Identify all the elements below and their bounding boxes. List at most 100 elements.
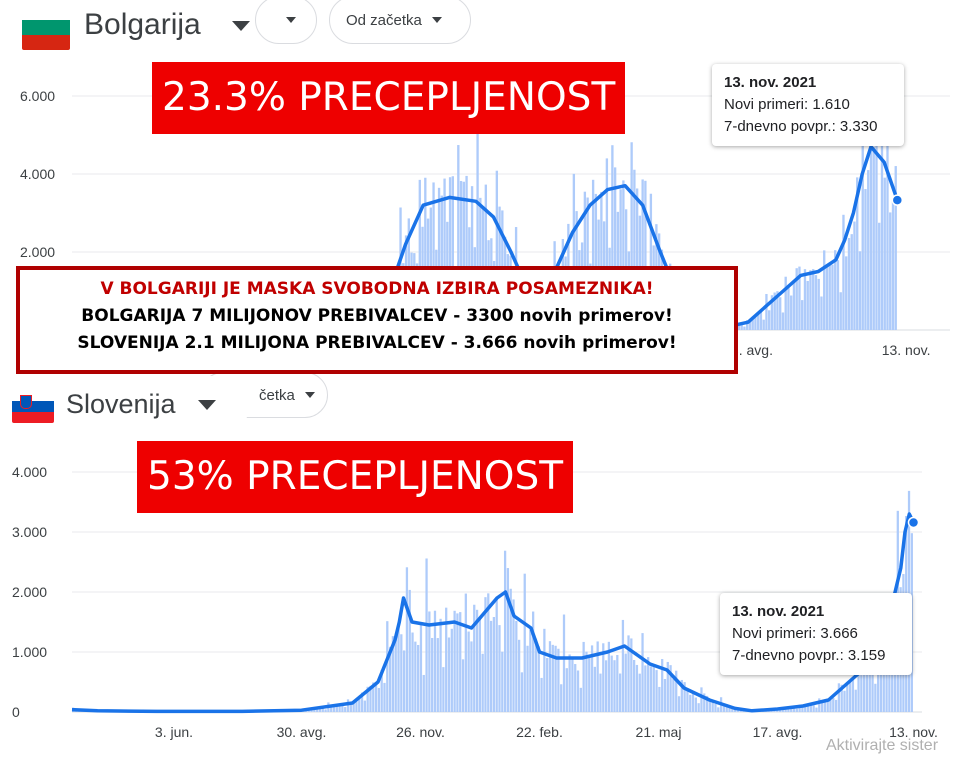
daily-bar: [616, 655, 619, 712]
daily-bar: [860, 675, 863, 712]
slovenia-flag: [12, 390, 54, 423]
daily-bar: [503, 550, 507, 712]
daily-bar: [840, 684, 843, 712]
daily-bar: [408, 589, 411, 712]
daily-bar: [436, 638, 439, 712]
daily-bar: [571, 658, 574, 712]
bulgaria-range-dropdown[interactable]: Od začetka: [329, 0, 471, 44]
bulgaria-vaccination-banner: 23.3% PRECEPLJENOST: [152, 62, 626, 134]
daily-bar: [464, 593, 467, 712]
seven-day-average-line: [72, 144, 899, 332]
x-tick-label: 22. feb.: [516, 724, 563, 740]
daily-bar: [863, 669, 866, 712]
daily-bar: [523, 573, 526, 712]
daily-bar: [795, 708, 798, 712]
daily-bar: [649, 666, 653, 712]
daily-bar: [346, 699, 350, 712]
daily-bar: [722, 704, 726, 712]
daily-bar: [440, 195, 443, 330]
bulgaria-country-chevron-down-icon[interactable]: [232, 21, 250, 31]
daily-bar: [459, 180, 463, 330]
daily-bar: [352, 702, 355, 712]
daily-bar: [853, 221, 856, 330]
daily-bar: [479, 197, 482, 330]
daily-bar: [864, 189, 867, 330]
daily-bar: [419, 622, 423, 712]
daily-bar: [619, 189, 622, 330]
notice-line-slovenia: SLOVENIJA 2.1 MILIJONA PREBIVALCEV - 3.6…: [77, 333, 677, 353]
daily-bar: [442, 667, 445, 712]
daily-bar: [450, 628, 453, 712]
daily-bar: [624, 653, 627, 712]
daily-bar: [894, 166, 897, 330]
y-tick-label: 3.000: [12, 524, 47, 540]
daily-bar: [397, 627, 400, 712]
daily-bar: [776, 710, 779, 712]
daily-bar: [652, 666, 655, 712]
daily-bar: [733, 708, 737, 712]
daily-bar: [475, 609, 479, 712]
daily-bar: [889, 212, 892, 330]
daily-bar: [459, 612, 462, 712]
daily-bar: [871, 670, 874, 712]
daily-bar: [798, 266, 801, 330]
daily-bar: [424, 177, 427, 330]
daily-bar: [865, 663, 869, 712]
daily-bar: [583, 191, 587, 330]
daily-bar: [456, 613, 459, 712]
daily-bar: [708, 698, 712, 712]
daily-bar: [746, 320, 749, 330]
daily-bar: [487, 593, 490, 712]
daily-bar: [515, 620, 518, 712]
daily-bar: [861, 126, 864, 330]
daily-bar: [817, 278, 820, 330]
x-tick-label: 13. nov.: [889, 724, 938, 740]
daily-bar: [621, 619, 625, 712]
daily-bar: [594, 193, 598, 330]
daily-bar: [548, 641, 552, 712]
daily-bar: [588, 654, 591, 712]
daily-bar: [330, 707, 333, 712]
daily-bar: [551, 644, 554, 712]
bulgaria-range-label: Od začetka: [346, 11, 422, 29]
daily-bar: [418, 179, 421, 330]
daily-bar: [658, 686, 661, 712]
daily-bar: [705, 695, 709, 712]
daily-bar: [825, 266, 829, 330]
daily-bar: [445, 607, 448, 712]
daily-bar: [683, 682, 686, 712]
daily-bar: [520, 672, 524, 712]
daily-bar: [537, 646, 540, 712]
daily-bar: [743, 326, 746, 330]
slovenia-vaccination-banner: 53% PRECEPLJENOST: [137, 441, 574, 513]
bulgaria-country-label[interactable]: Bolgarija: [84, 8, 201, 41]
daily-bar: [725, 704, 728, 712]
daily-bar: [839, 292, 842, 330]
daily-bar: [731, 708, 734, 712]
daily-bar: [433, 610, 437, 712]
slovenia-country-chevron-down-icon[interactable]: [198, 400, 216, 410]
daily-bar: [880, 96, 884, 330]
daily-bar: [795, 268, 798, 330]
daily-bar: [635, 664, 639, 712]
daily-bar: [836, 260, 840, 330]
daily-bar: [787, 708, 790, 712]
daily-bar: [703, 693, 706, 712]
range-chevron-down-icon: [431, 17, 442, 23]
x-tick-label: 21. maj: [636, 724, 682, 740]
daily-bar: [850, 234, 853, 330]
y-tick-label: 4.000: [12, 464, 47, 480]
daily-bar: [691, 693, 695, 712]
slovenia-country-label[interactable]: Slovenija: [66, 389, 176, 419]
daily-bar: [641, 633, 644, 712]
daily-bar: [417, 644, 420, 712]
daily-bar: [546, 658, 549, 712]
daily-bar: [582, 641, 585, 712]
daily-bar: [857, 658, 860, 712]
daily-bar: [790, 708, 793, 712]
daily-bar: [672, 678, 675, 712]
bulgaria-region-dropdown[interactable]: [255, 0, 317, 44]
daily-bar: [847, 237, 851, 330]
daily-bar: [663, 679, 667, 712]
daily-bar: [512, 599, 515, 712]
